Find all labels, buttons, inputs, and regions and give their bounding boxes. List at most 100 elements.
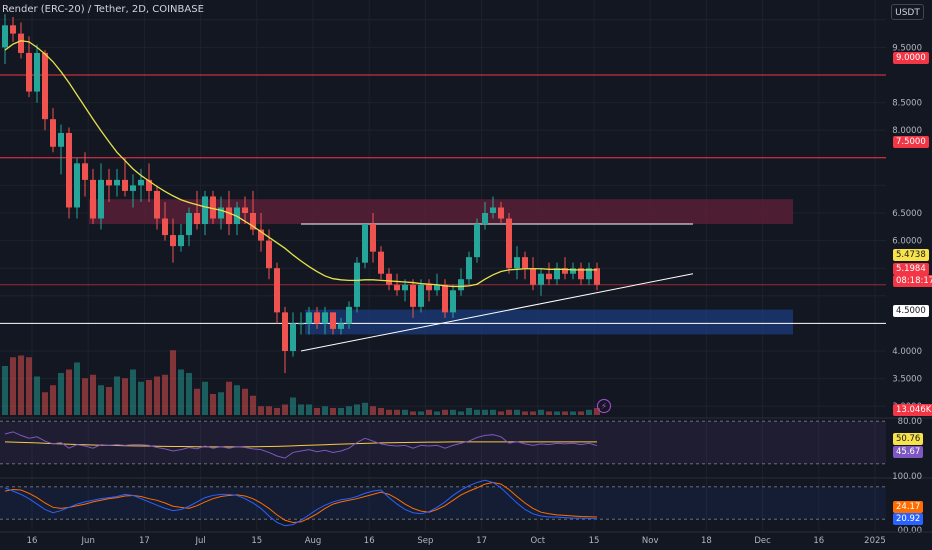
candle: [98, 179, 104, 219]
volume-bar: [546, 411, 552, 415]
candle: [266, 240, 272, 269]
volume-bar: [186, 373, 192, 415]
candle: [594, 268, 600, 285]
candle: [186, 213, 192, 236]
stoch-k-badge: 20.92: [893, 513, 924, 525]
candle: [514, 257, 520, 269]
candle: [410, 284, 416, 307]
volume-bar: [450, 409, 456, 415]
volume-bar: [226, 381, 232, 415]
volume-bar: [218, 392, 224, 415]
candle: [458, 279, 464, 291]
candle: [426, 284, 432, 291]
volume-bar: [258, 406, 264, 415]
candle: [66, 132, 72, 208]
volume-bar: [274, 408, 280, 415]
volume-bar: [146, 380, 152, 415]
stoch-tick-label: 00.00: [898, 526, 922, 536]
volume-bar: [394, 409, 400, 415]
volume-bar: [570, 411, 576, 415]
candle: [218, 207, 224, 219]
candle: [530, 268, 536, 285]
candle: [378, 251, 384, 274]
rsi-ma-badge: 50.76: [893, 433, 924, 445]
volume-bar: [114, 376, 120, 415]
candle: [450, 290, 456, 313]
volume-bar: [2, 366, 8, 415]
volume-bar: [42, 392, 48, 415]
candle: [482, 213, 488, 225]
candle: [146, 179, 152, 191]
currency-button[interactable]: USDT: [891, 4, 924, 20]
x-tick-label: Sep: [417, 536, 433, 546]
volume-bar: [426, 409, 432, 415]
countdown-badge: 08:18:17: [893, 275, 932, 287]
candle: [522, 257, 528, 269]
volume-bar: [418, 411, 424, 415]
y-tick-label: 6.0000: [892, 237, 922, 247]
candle: [106, 179, 112, 186]
volume-bar: [338, 408, 344, 415]
y-tick-label: 9.5000: [892, 43, 922, 53]
rsi-tick-label: 80.00: [898, 417, 922, 427]
candle: [282, 312, 288, 351]
symbol-title: Render (ERC-20) / Tether, 2D, COINBASE: [2, 4, 204, 15]
candle: [162, 218, 168, 236]
level-badge-4-5: 4.5000: [893, 305, 929, 317]
demand-zone: [305, 309, 793, 335]
candle: [290, 323, 296, 351]
volume-bar: [90, 374, 96, 415]
candle: [42, 52, 48, 120]
candle: [154, 190, 160, 219]
volume-bar: [402, 409, 408, 415]
x-tick-label: Oct: [530, 536, 545, 546]
volume-bar: [314, 408, 320, 415]
volume-bar: [482, 409, 488, 415]
candle: [546, 273, 552, 280]
candle: [242, 207, 248, 213]
candle: [226, 207, 232, 225]
candle: [2, 25, 8, 48]
candle: [490, 207, 496, 213]
volume-bar: [162, 374, 168, 415]
volume-bar: [514, 409, 520, 415]
candle: [498, 207, 504, 219]
candle: [298, 323, 304, 325]
y-tick-label: 8.0000: [892, 126, 922, 136]
volume-bar: [322, 406, 328, 415]
x-tick-label: 16: [364, 536, 375, 546]
candle: [338, 323, 344, 329]
candle: [386, 273, 392, 285]
volume-bar: [26, 357, 32, 415]
volume-bar: [466, 408, 472, 415]
volume-bar: [410, 411, 416, 415]
volume-bar: [386, 409, 392, 415]
volume-bar: [234, 385, 240, 415]
volume-bar: [538, 409, 544, 415]
moving-average-line: [4, 40, 597, 288]
candle: [122, 179, 128, 191]
volume-bar: [98, 385, 104, 415]
candle: [202, 196, 208, 225]
volume-bar: [578, 411, 584, 415]
candle: [506, 218, 512, 269]
lightning-icon[interactable]: ⚡: [597, 399, 611, 413]
candle: [474, 224, 480, 258]
candle: [274, 268, 280, 313]
candle: [58, 132, 64, 147]
rsi-value-badge: 45.67: [893, 446, 924, 458]
candle: [10, 25, 16, 34]
ma-value-badge: 5.4738: [893, 249, 929, 261]
volume-bar: [554, 411, 560, 415]
candle: [442, 284, 448, 313]
x-tick-label: 15: [589, 536, 600, 546]
candle: [562, 268, 568, 274]
candle: [34, 52, 40, 92]
volume-bar: [10, 357, 16, 415]
candle: [90, 179, 96, 219]
x-tick-label: Nov: [642, 536, 659, 546]
volume-bar: [290, 397, 296, 415]
candle: [538, 273, 544, 285]
volume-bar: [586, 409, 592, 415]
